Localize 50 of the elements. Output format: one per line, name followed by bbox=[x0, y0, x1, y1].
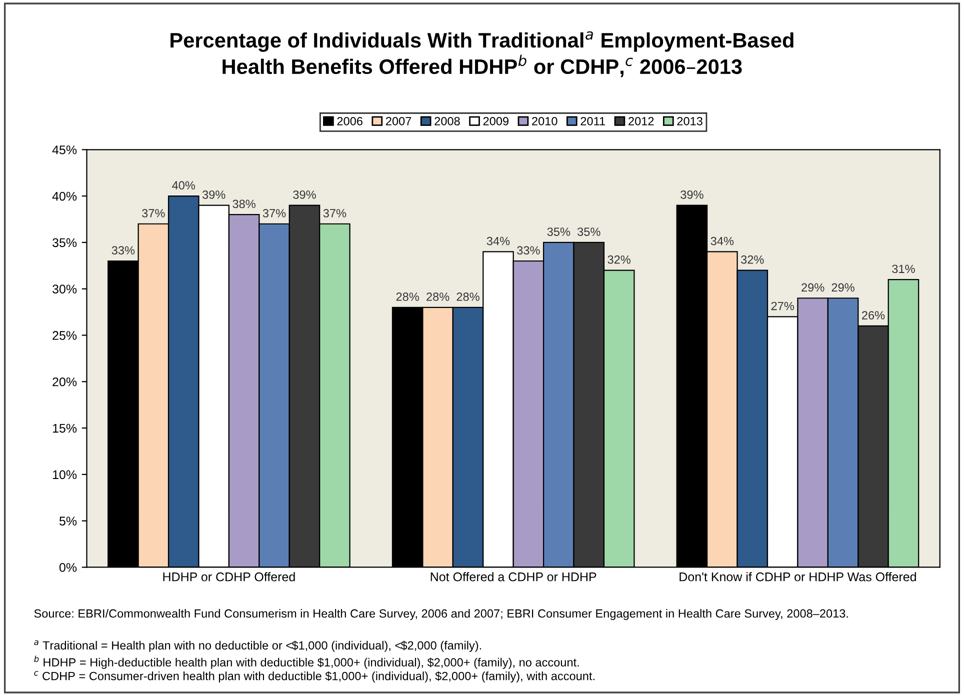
y-tick-label: 45% bbox=[52, 145, 77, 154]
legend-label: 2013 bbox=[677, 116, 702, 126]
legend-label: 2012 bbox=[628, 116, 654, 126]
data-label: 29% bbox=[802, 283, 824, 292]
legend-label: 2009 bbox=[483, 116, 508, 126]
source-note: Source: EBRI/Commonwealth Fund Consumerism in Health Care Survey, 2006 and 2007; EBRI Consumer Engagement in Health Care Survey, 2008–2013. bbox=[34, 609, 848, 620]
y-tick-label: 40% bbox=[52, 192, 77, 201]
data-label: 26% bbox=[862, 311, 885, 320]
text: $^{c}$ CDHP = Consumer-driven health plan with deductible $1,000+ (individual), $2,000+ (family), with account. bbox=[34, 670, 594, 683]
x-tick-label: HDHP or CDHP Offered bbox=[163, 572, 295, 582]
y-tick-label: 35% bbox=[52, 238, 77, 248]
data-label: 39% bbox=[293, 190, 316, 199]
chart-title: Percentage of Individuals With Traditional$^{a}$ Employment-Based Health Benefits Offered HDHP$^{b}$ or CDHP,$^{c}$ 2006–2013 bbox=[170, 31, 794, 78]
data-label: 40% bbox=[172, 181, 196, 190]
legend-label: 2006 bbox=[337, 116, 362, 126]
y-tick-label: 5% bbox=[59, 516, 77, 526]
x-tick-label: Not Offered a CDHP or HDHP bbox=[430, 572, 596, 582]
data-label: 28% bbox=[396, 292, 419, 301]
data-label: 33% bbox=[517, 246, 540, 254]
data-label: 37% bbox=[323, 209, 346, 218]
text: $^{b}$ HDHP = High-deductible health plan with deductible $1,000+ (individual), $2,000+ (family), no account. bbox=[34, 656, 579, 669]
data-label: 27% bbox=[771, 302, 794, 310]
data-label: 39% bbox=[202, 190, 226, 199]
legend-label: 2008 bbox=[434, 116, 460, 126]
data-label: 28% bbox=[456, 292, 480, 301]
y-tick-label: 0% bbox=[59, 563, 77, 572]
text: $^{a}$ Traditional = Health plan with no deductible or <$1,000 (individual), <$2,000 (family). bbox=[34, 640, 482, 652]
data-label: 35% bbox=[578, 228, 600, 236]
data-label: 32% bbox=[608, 255, 630, 264]
data-label: 35% bbox=[547, 228, 570, 236]
y-tick-label: 30% bbox=[52, 284, 77, 294]
data-label: 34% bbox=[710, 236, 734, 246]
data-label: 37% bbox=[142, 209, 165, 218]
data-label: 37% bbox=[262, 209, 286, 218]
data-label: 31% bbox=[892, 264, 915, 274]
data-label: 39% bbox=[680, 190, 704, 199]
legend-label: 2011 bbox=[580, 116, 605, 126]
x-tick-label: Don't Know if CDHP or HDHP Was Offered bbox=[680, 572, 916, 582]
legend-label: 2007 bbox=[386, 116, 412, 126]
y-tick-label: 20% bbox=[52, 377, 77, 386]
data-label: 33% bbox=[112, 246, 135, 254]
data-label: 34% bbox=[486, 236, 510, 246]
data-label: 32% bbox=[741, 255, 764, 264]
y-tick-label: 10% bbox=[52, 470, 77, 480]
data-label: 29% bbox=[832, 283, 854, 292]
data-label: 38% bbox=[232, 200, 256, 208]
legend-label: 2010 bbox=[532, 116, 558, 126]
data-label: 28% bbox=[426, 292, 450, 301]
y-tick-label: 25% bbox=[52, 331, 77, 340]
y-tick-label: 15% bbox=[52, 424, 77, 433]
